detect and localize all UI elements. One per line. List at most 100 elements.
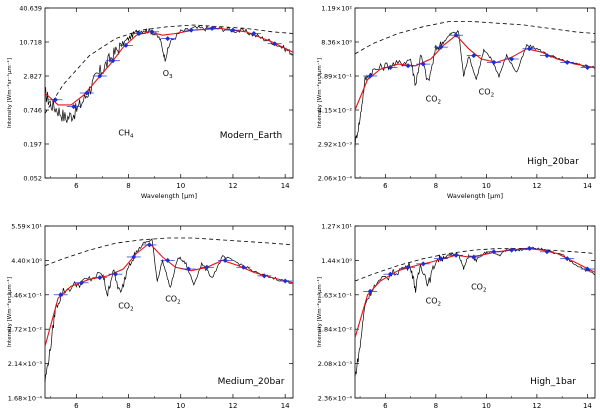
y-tick-label: 2.36×10⁻⁴ bbox=[318, 395, 353, 403]
y-tick-label: 1.27×10¹ bbox=[321, 223, 352, 231]
band-annotation: CO2 bbox=[471, 283, 486, 294]
y-tick-label: 1.68×10⁻⁴ bbox=[8, 395, 43, 403]
data-point bbox=[230, 27, 236, 33]
x-tick-label: 6 bbox=[74, 182, 79, 190]
y-tick-label: 3.46×10⁻¹ bbox=[8, 291, 43, 299]
panel-high-20bar: 6 8 10 12 14 2.06×10⁻⁴ 2.92×10⁻³ 4.15×10⁻² 5.89×… bbox=[316, 5, 596, 200]
y-tick-label: 8.36×10⁰ bbox=[321, 39, 352, 47]
y-tick-label: 1.84×10⁻² bbox=[318, 326, 353, 334]
data-point bbox=[367, 73, 373, 79]
spectrum-line bbox=[354, 246, 596, 377]
data-point bbox=[509, 56, 515, 62]
x-tick-label: 6 bbox=[74, 402, 79, 410]
band-annotation: CO2 bbox=[165, 295, 180, 306]
x-tick-label: 10 bbox=[482, 182, 491, 190]
spectrum-line bbox=[44, 238, 294, 383]
spectrum-line bbox=[354, 30, 596, 148]
data-point bbox=[367, 288, 373, 294]
data-point bbox=[79, 280, 85, 286]
data-point bbox=[509, 247, 515, 253]
y-tick-label: 2.72×10⁻² bbox=[8, 326, 43, 334]
fit-line bbox=[354, 247, 596, 338]
y-tick-label: 0.197 bbox=[23, 141, 42, 149]
data-point bbox=[420, 261, 426, 267]
data-point bbox=[186, 266, 192, 272]
y-axis-label: Intensity [Wm⁻²sr⁻¹μm⁻¹] bbox=[316, 277, 323, 347]
band-annotation: CH4 bbox=[118, 129, 134, 140]
data-point bbox=[438, 44, 444, 50]
y-tick-label: 1.19×10² bbox=[321, 5, 352, 13]
x-tick-label: 10 bbox=[176, 182, 185, 190]
x-tick-label: 12 bbox=[228, 402, 237, 410]
x-tick-label: 8 bbox=[126, 402, 130, 410]
y-tick-label: 0.052 bbox=[23, 175, 42, 183]
y-axis-label: Intensity [Wm⁻²sr⁻¹μm⁻¹] bbox=[6, 277, 13, 347]
data-point bbox=[58, 292, 64, 298]
y-tick-label: 5.59×10¹ bbox=[11, 223, 42, 231]
data-point bbox=[272, 41, 278, 47]
y-tick-label: 40.639 bbox=[19, 5, 42, 13]
data-point bbox=[453, 32, 459, 38]
data-point bbox=[438, 256, 444, 262]
y-tick-label: 1.63×10⁻¹ bbox=[318, 291, 353, 299]
data-point bbox=[491, 59, 497, 65]
x-tick-label: 6 bbox=[383, 182, 388, 190]
data-point bbox=[84, 90, 90, 96]
data-point bbox=[584, 65, 590, 70]
x-tick-label: 8 bbox=[434, 182, 438, 190]
y-tick-label: 2.92×10⁻³ bbox=[318, 141, 353, 149]
data-point bbox=[564, 256, 570, 262]
y-tick-label: 2.06×10⁻⁴ bbox=[318, 175, 353, 183]
data-point bbox=[282, 278, 288, 284]
data-point bbox=[387, 65, 393, 70]
plot-frame bbox=[44, 225, 294, 399]
data-point bbox=[123, 42, 129, 48]
blackbody-curve bbox=[44, 237, 294, 266]
panel-medium-20bar: 6 8 10 12 14 1.68×10⁻⁴ 2.14×10⁻³ 2.72×10⁻² 3.46×… bbox=[6, 223, 294, 410]
data-point bbox=[526, 245, 532, 251]
data-point bbox=[584, 266, 590, 272]
y-tick-label: 10.718 bbox=[19, 39, 42, 47]
panel-label: Modern_Earth bbox=[220, 131, 282, 141]
panel-label: High_1bar bbox=[530, 377, 576, 387]
fit-line bbox=[354, 34, 596, 111]
panel-label: High_20bar bbox=[527, 157, 579, 167]
y-tick-label: 5.89×10⁻¹ bbox=[318, 73, 353, 81]
x-tick-label: 10 bbox=[482, 402, 491, 410]
y-tick-label: 4.15×10⁻² bbox=[318, 107, 353, 115]
band-annotation: CO2 bbox=[479, 88, 494, 99]
panel-high-1bar: 6 8 10 12 14 2.36×10⁻⁴ 2.08×10⁻³ 1.84×10⁻² 1.63×… bbox=[316, 223, 596, 410]
y-tick-label: 2.08×10⁻³ bbox=[318, 360, 353, 368]
blackbody-curve bbox=[354, 21, 596, 55]
data-point bbox=[204, 264, 210, 270]
data-point bbox=[471, 53, 477, 59]
data-point bbox=[131, 254, 137, 260]
data-point bbox=[52, 97, 58, 103]
x-tick-label: 12 bbox=[532, 182, 541, 190]
y-tick-label: 2.827 bbox=[23, 73, 42, 81]
x-tick-label: 8 bbox=[126, 182, 130, 190]
panel-modern-earth: 6 8 10 12 14 0.052 0.197 0.746 2.827 10.718 40.639… bbox=[6, 5, 294, 200]
data-point bbox=[209, 25, 215, 31]
data-point bbox=[251, 31, 257, 36]
data-point bbox=[405, 264, 411, 270]
data-point bbox=[136, 31, 142, 36]
y-tick-label: 4.40×10⁰ bbox=[11, 257, 42, 265]
y-axis-label: Intensity [Wm⁻²sr⁻¹μm⁻¹] bbox=[316, 58, 323, 128]
data-point bbox=[471, 254, 477, 260]
data-point bbox=[165, 36, 171, 42]
y-tick-label: 1.44×10⁰ bbox=[321, 257, 352, 265]
x-tick-label: 14 bbox=[281, 182, 290, 190]
y-axis-label: Intensity [Wm⁻²sr⁻¹μm⁻¹] bbox=[6, 58, 13, 128]
data-point bbox=[420, 61, 426, 67]
band-annotation: O3 bbox=[163, 69, 173, 80]
band-annotation: CO2 bbox=[426, 296, 441, 307]
data-point bbox=[97, 73, 103, 79]
x-tick-label: 12 bbox=[228, 182, 237, 190]
x-tick-label: 10 bbox=[176, 402, 185, 410]
data-point bbox=[165, 257, 171, 263]
x-tick-label: 14 bbox=[583, 402, 592, 410]
data-point bbox=[564, 59, 570, 65]
data-point bbox=[544, 53, 550, 59]
